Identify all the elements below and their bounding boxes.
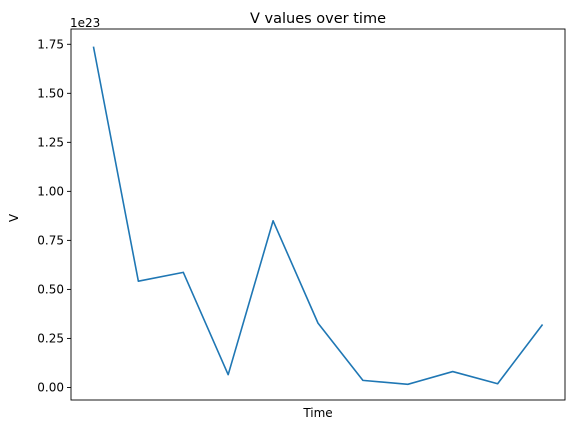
y-tick-label: 0.00 xyxy=(37,380,64,394)
y-tick-label: 0.50 xyxy=(37,282,64,296)
x-axis-label: Time xyxy=(302,406,332,420)
y-tick-label: 1.50 xyxy=(37,86,64,100)
y-tick-label: 0.25 xyxy=(37,331,64,345)
y-tick-label: 1.00 xyxy=(37,184,64,198)
series-line xyxy=(92,46,544,386)
y-tick-label: 0.75 xyxy=(37,233,64,247)
y-tick-label: 1.75 xyxy=(37,37,64,51)
y-offset-label: 1e23 xyxy=(70,16,100,30)
chart-title: V values over time xyxy=(250,11,386,27)
y-axis-ticks: 0.00 0.25 0.50 0.75 1.00 1.25 1.50 1.75 xyxy=(37,37,71,394)
plot-frame xyxy=(70,28,566,401)
y-axis-label: V xyxy=(7,213,21,222)
y-tick-label: 1.25 xyxy=(37,135,64,149)
